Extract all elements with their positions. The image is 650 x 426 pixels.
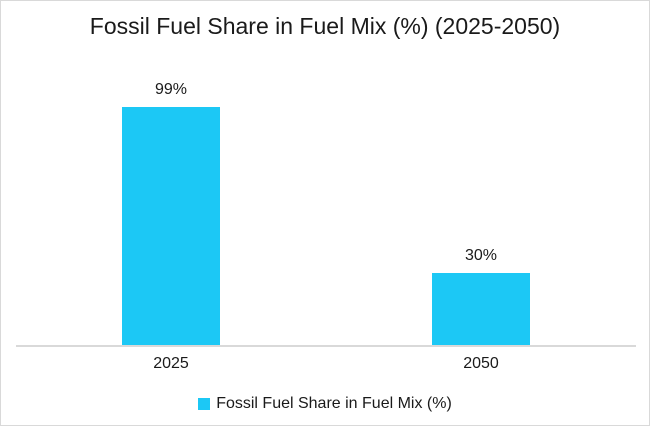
legend-label: Fossil Fuel Share in Fuel Mix (%) <box>216 394 452 412</box>
x-tick-label-2025: 2025 <box>153 355 189 372</box>
legend-swatch <box>198 397 211 410</box>
value-label-2050: 30% <box>464 247 498 264</box>
x-tick-label-2050: 2050 <box>463 355 499 372</box>
x-axis-line <box>16 345 636 347</box>
chart-title: Fossil Fuel Share in Fuel Mix (%) (2025-… <box>89 13 561 39</box>
legend: Fossil Fuel Share in Fuel Mix (%) <box>1 394 649 413</box>
value-label-2025: 99% <box>154 81 188 98</box>
bar-2050 <box>432 273 530 345</box>
bar-2025 <box>122 107 220 345</box>
